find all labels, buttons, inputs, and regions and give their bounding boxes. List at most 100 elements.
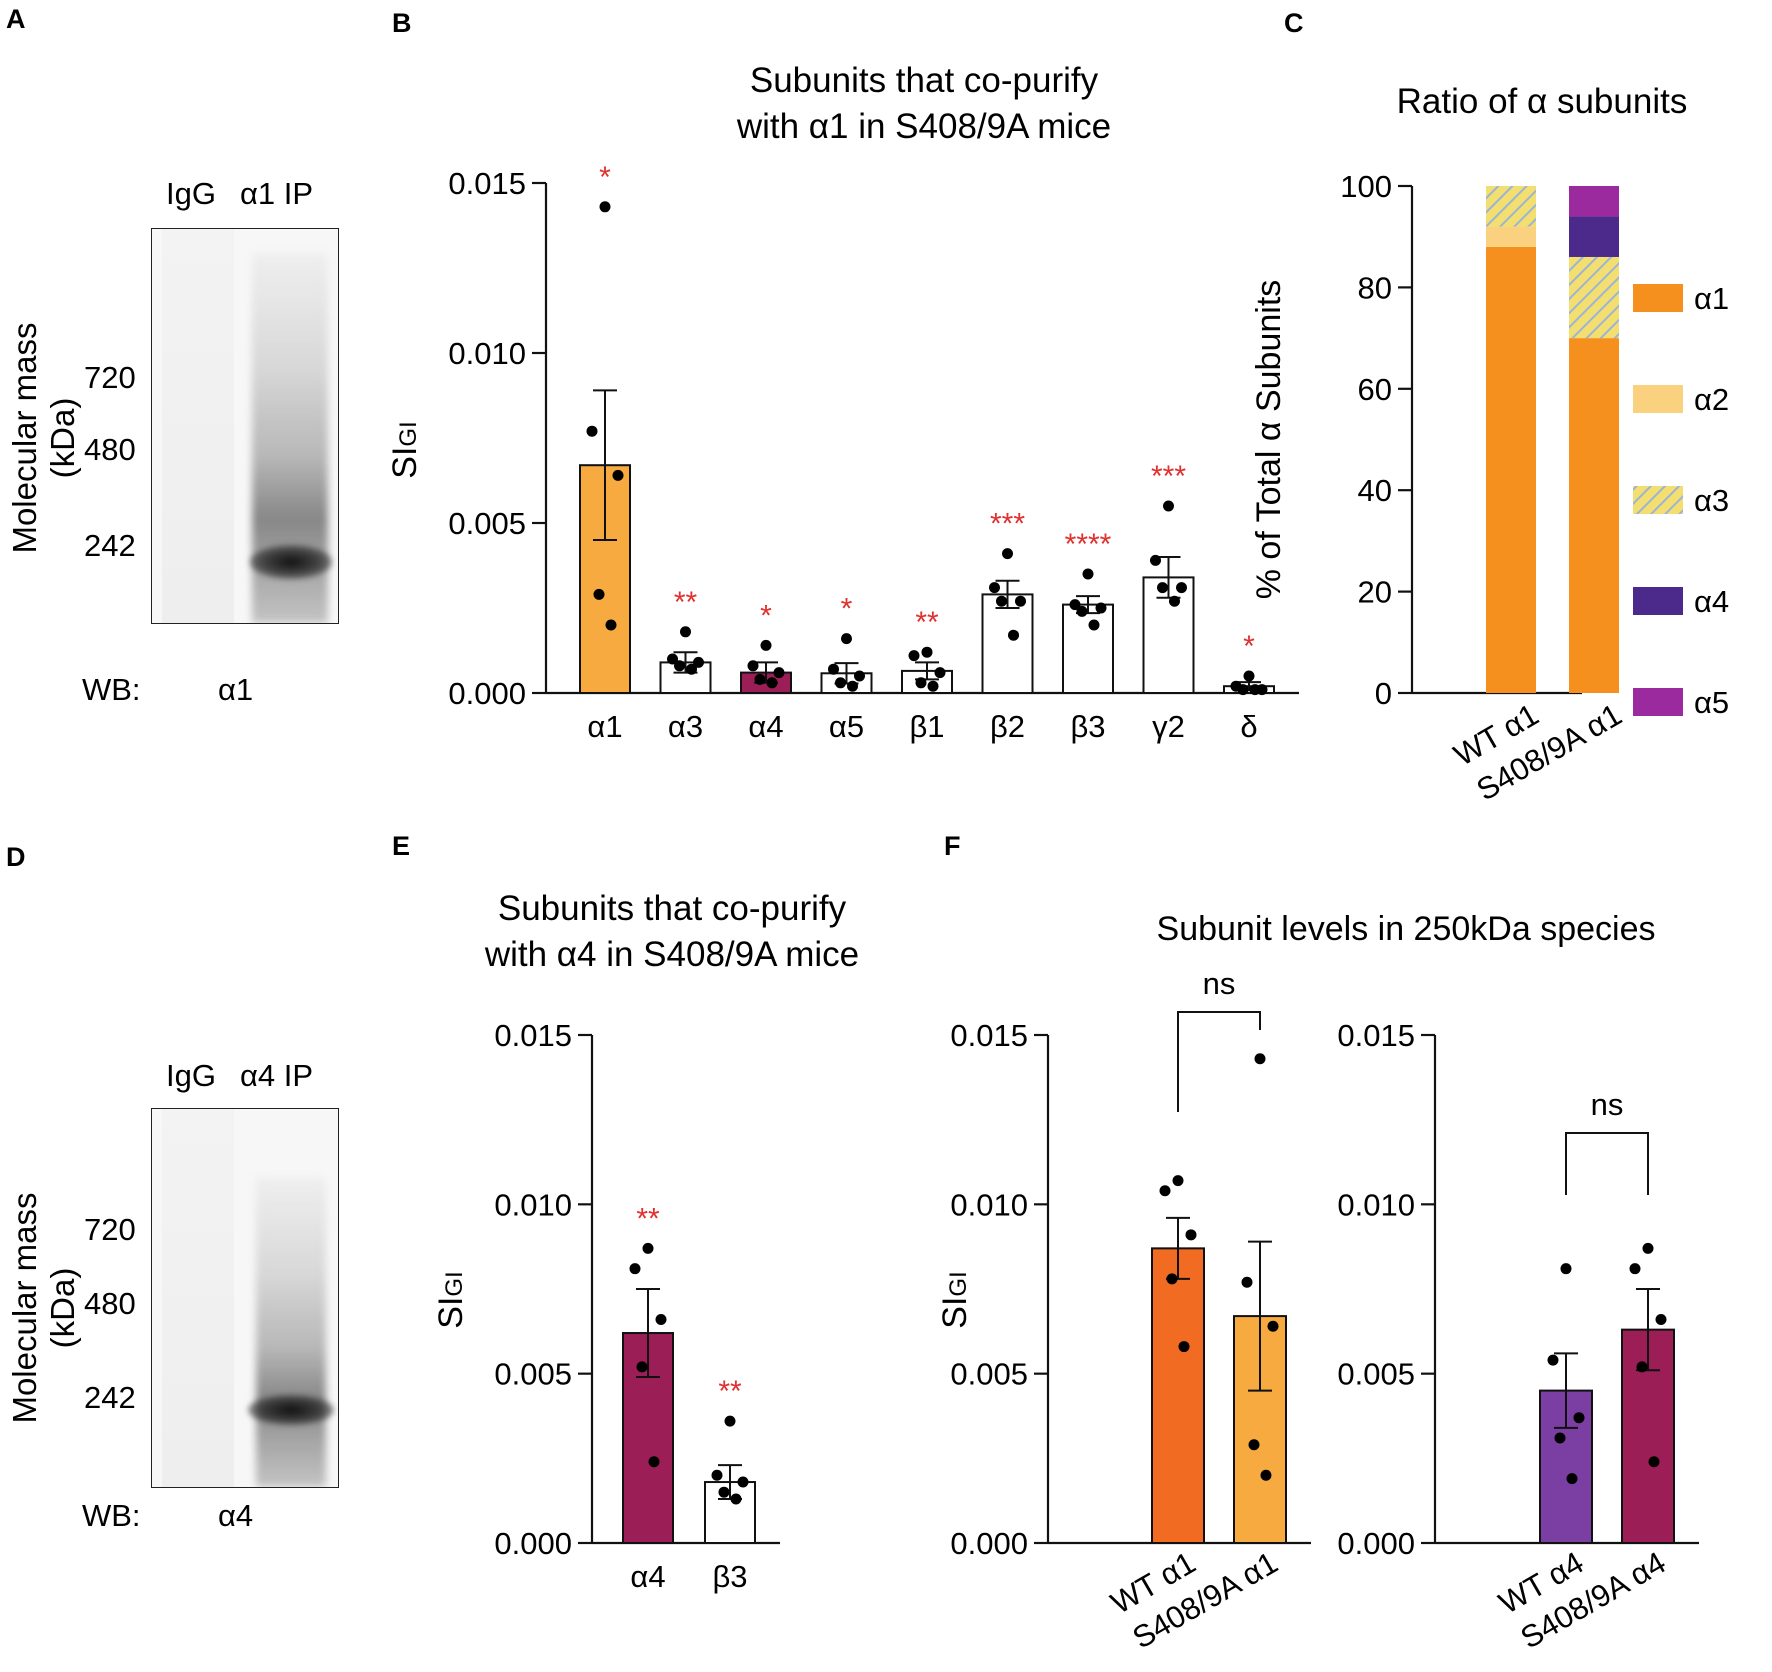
chart-B-xtick-label: β2	[990, 709, 1025, 744]
chart-E-point	[642, 1242, 654, 1254]
chart-B-point	[1088, 619, 1100, 631]
chart-F2-bracket	[1565, 1132, 1649, 1195]
chart-B-point	[1237, 684, 1249, 696]
panel-d-lane-igg: IgG	[166, 1058, 216, 1093]
chart-B-point	[1176, 582, 1187, 594]
chart-e: Subunits that co-purify with α4 in S408/9…	[432, 889, 859, 1594]
chart-F2-ytick-label: 0.000	[1337, 1526, 1415, 1561]
chart-B-point	[1076, 605, 1088, 617]
chart-B-ytick-label: 0.010	[448, 336, 526, 371]
chart-B-title-line: Subunits that co-purify	[750, 61, 1099, 100]
chart-B-point	[773, 667, 785, 679]
chart-B-ylabel: SIGI	[386, 421, 424, 478]
chart-F1-ylabel: SIGI	[936, 1271, 974, 1328]
chart-c-segment	[1569, 256, 1619, 339]
chart-E-point	[730, 1493, 742, 1505]
chart-F1-point	[1178, 1341, 1190, 1353]
chart-B-ytick-label: 0.000	[448, 676, 526, 711]
chart-c-ylabel: % of Total α Subunits	[1250, 280, 1288, 600]
chart-F2-point	[1629, 1263, 1641, 1275]
chart-B-point	[854, 670, 865, 682]
chart-F2-ytick-label: 0.015	[1337, 1018, 1415, 1053]
chart-c-legend-swatch	[1633, 385, 1683, 413]
chart-E-point	[636, 1361, 648, 1373]
chart-c-ytick-label: 0	[1375, 676, 1392, 711]
chart-B-point	[605, 619, 617, 631]
chart-F2-point	[1655, 1313, 1667, 1325]
chart-B-significance: ***	[990, 508, 1025, 541]
chart-E-title-line: Subunits that co-purify	[498, 889, 847, 928]
chart-B-bar	[981, 593, 1034, 695]
chart-F1-bracket	[1177, 1011, 1261, 1112]
panel-f-title: Subunit levels in 250kDa species	[1157, 910, 1656, 948]
chart-F1-ytick-label: 0.015	[950, 1018, 1028, 1053]
chart-E-point	[737, 1476, 749, 1488]
chart-B-significance: *	[841, 593, 853, 626]
chart-F2-point	[1636, 1361, 1648, 1373]
chart-B-xtick-label: α3	[668, 709, 703, 744]
chart-c-title: Ratio of α subunits	[1397, 82, 1688, 121]
chart-F2-point	[1560, 1263, 1572, 1275]
chart-E-xtick-label: β3	[712, 1559, 747, 1594]
chart-B-point	[1095, 602, 1107, 614]
chart-c-legend-label: α3	[1694, 483, 1729, 518]
chart-F2-ytick-label: 0.005	[1337, 1357, 1415, 1392]
chart-B-point	[908, 650, 920, 662]
chart-F1-point	[1241, 1276, 1253, 1288]
chart-B-point	[841, 633, 852, 645]
chart-F1-point	[1254, 1053, 1266, 1065]
chart-c-legend-label: α2	[1694, 382, 1729, 417]
chart-B-point	[766, 677, 778, 689]
chart-B-point	[693, 656, 704, 668]
chart-F2-point	[1648, 1456, 1660, 1468]
chart-B-point	[1082, 568, 1094, 580]
chart-B-point	[747, 660, 759, 672]
chart-c-segment	[1569, 216, 1619, 257]
chart-E-point	[718, 1486, 730, 1498]
chart-F1-bar	[1151, 1247, 1205, 1544]
chart-c-legend-swatch	[1633, 486, 1683, 514]
chart-B-point	[686, 663, 697, 675]
chart-B-point	[1008, 629, 1019, 641]
chart-F1-ytick-label: 0.005	[950, 1357, 1028, 1392]
panel-a-blot-image	[151, 228, 339, 624]
panel-f-letter: F	[944, 831, 961, 861]
chart-F2-ytick-label: 0.010	[1337, 1187, 1415, 1222]
chart-B-point	[835, 677, 846, 689]
chart-B-ylabel-sub: GI	[395, 421, 422, 446]
chart-F2-point	[1554, 1432, 1566, 1444]
chart-E-point	[711, 1469, 723, 1481]
chart-B-point	[1243, 670, 1255, 682]
panel-d-letter: D	[6, 842, 26, 872]
chart-E-ytick-label: 0.005	[494, 1357, 572, 1392]
chart-B-point	[1069, 599, 1081, 611]
chart-F1-point	[1260, 1469, 1272, 1481]
chart-F1-ytick-label: 0.010	[950, 1187, 1028, 1222]
chart-c-ytick-label: 80	[1358, 270, 1392, 305]
chart-B-point	[915, 677, 927, 689]
chart-F2-comparison-label: ns	[1591, 1087, 1624, 1122]
panel-d-wb-target: α4	[218, 1498, 254, 1533]
chart-B-xtick-label: α4	[748, 709, 783, 744]
chart-E-significance: **	[636, 1202, 660, 1235]
chart-F1-ylabel-sub: GI	[945, 1271, 972, 1296]
panel-e-letter: E	[392, 831, 410, 861]
chart-B-ytick-label: 0.005	[448, 506, 526, 541]
chart-B-point	[612, 469, 624, 481]
chart-F1-point	[1172, 1175, 1184, 1187]
panel-d-marker-720: 720	[84, 1212, 136, 1247]
panel-d-marker-242: 242	[84, 1380, 136, 1415]
chart-B-significance: *	[1243, 630, 1255, 663]
chart-B-point	[1002, 548, 1013, 560]
chart-F2-point	[1642, 1242, 1654, 1254]
panel-a-marker-480: 480	[84, 432, 136, 467]
chart-F1-comparison-label: ns	[1203, 966, 1236, 1001]
chart-E-ytick-label: 0.015	[494, 1018, 572, 1053]
chart-F1-point	[1166, 1273, 1178, 1285]
chart-c-legend-label: α4	[1694, 584, 1729, 619]
chart-B-point	[586, 425, 598, 437]
chart-B-point	[847, 680, 858, 692]
chart-c-segment	[1486, 226, 1536, 247]
